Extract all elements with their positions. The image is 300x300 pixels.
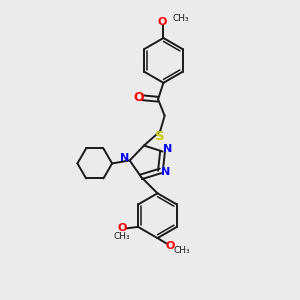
Text: CH₃: CH₃ (173, 246, 190, 255)
Text: O: O (166, 241, 175, 250)
Text: N: N (120, 153, 129, 163)
Text: S: S (155, 130, 164, 143)
Text: CH₃: CH₃ (173, 14, 190, 22)
Text: O: O (118, 223, 127, 233)
Text: N: N (161, 167, 170, 177)
Text: O: O (157, 16, 167, 27)
Text: O: O (134, 91, 144, 103)
Text: N: N (163, 144, 172, 154)
Text: CH₃: CH₃ (113, 232, 130, 241)
